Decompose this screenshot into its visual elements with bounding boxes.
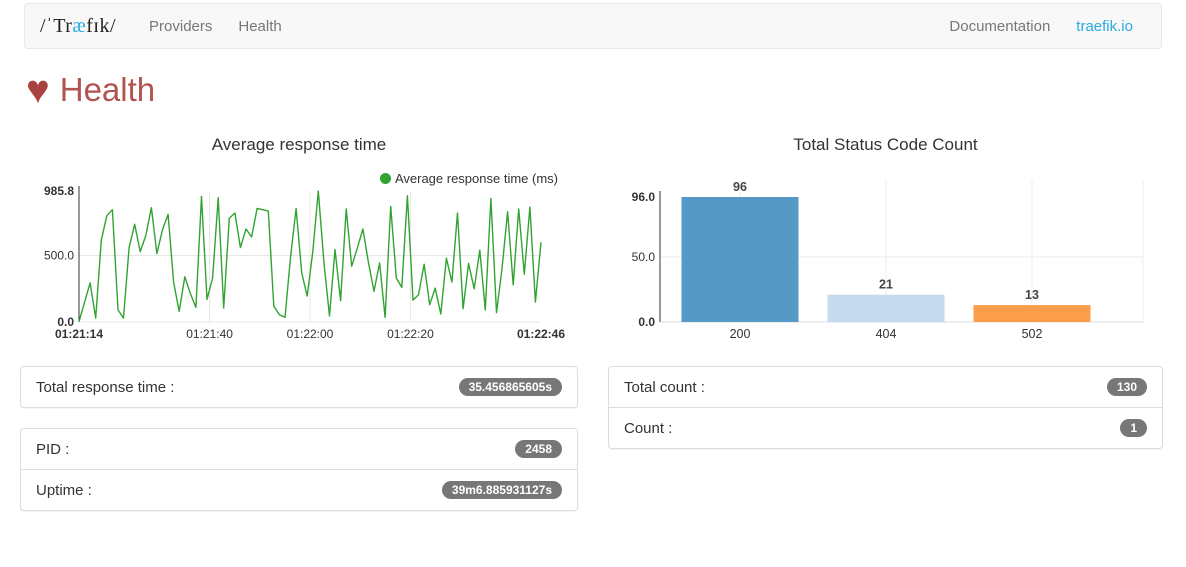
svg-text:01:22:00: 01:22:00 (287, 327, 334, 341)
svg-text:01:22:20: 01:22:20 (387, 327, 434, 341)
svg-text:96: 96 (733, 180, 747, 194)
total-response-time-badge: 35.456865605s (458, 378, 562, 396)
panel-process-info: PID : 2458 Uptime : 39m6.885931127s (20, 428, 578, 511)
uptime-row: Uptime : 39m6.885931127s (21, 469, 577, 510)
nav-link-documentation[interactable]: Documentation (949, 17, 1051, 35)
line-chart-svg: 0.0 500.0 985.8 01:21:14 01:21:40 01:22:00 01:… (44, 184, 565, 341)
page-title: Health (59, 71, 156, 108)
svg-text:500.0: 500.0 (44, 249, 74, 263)
uptime-label: Uptime : (36, 481, 92, 499)
panel-total-response-time: Total response time : 35.456865605s (20, 366, 578, 408)
svg-text:01:22:46: 01:22:46 (517, 327, 565, 341)
svg-text:01:21:14: 01:21:14 (55, 327, 103, 341)
count-label: Count : (624, 419, 673, 437)
navbar-right: Documentation traefik.io (936, 18, 1146, 35)
total-response-time-row: Total response time : 35.456865605s (21, 367, 577, 407)
legend-item-avg-response[interactable]: Average response time (ms) (379, 171, 558, 186)
total-count-row: Total count : 130 (609, 367, 1162, 407)
avg-response-time-chart: Average response time Average response t… (20, 130, 578, 360)
pid-row: PID : 2458 (21, 429, 577, 469)
svg-text:01:21:40: 01:21:40 (186, 327, 233, 341)
uptime-badge: 39m6.885931127s (441, 481, 562, 499)
count-row: Count : 1 (609, 407, 1162, 448)
nav-link-health[interactable]: Health (238, 17, 282, 35)
chart-title-avg-response: Average response time (211, 135, 387, 154)
count-badge: 1 (1120, 419, 1147, 437)
legend-dot-icon (379, 173, 391, 184)
pid-badge: 2458 (515, 440, 562, 458)
panel-counts: Total count : 130 Count : 1 (608, 366, 1163, 449)
page-header: ♥ Health (26, 70, 155, 110)
logo-text-left: /ˈTr (40, 14, 73, 37)
navbar: /ˈTræfɪk/ Providers Health Documentation… (24, 3, 1162, 49)
traefik-logo[interactable]: /ˈTræfɪk/ (40, 15, 116, 38)
logo-text-right: fɪk/ (86, 14, 117, 37)
total-count-label: Total count : (624, 378, 705, 396)
heart-icon: ♥ (26, 68, 50, 112)
svg-text:200: 200 (730, 327, 751, 341)
nav-link-providers[interactable]: Providers (149, 17, 213, 35)
svg-text:13: 13 (1025, 288, 1039, 302)
svg-text:50.0: 50.0 (632, 250, 656, 264)
svg-text:502: 502 (1022, 327, 1043, 341)
status-code-count-chart: Total Status Code Count 0.0 50.0 96.0 96 200… (608, 130, 1163, 360)
svg-text:404: 404 (876, 327, 897, 341)
bar-chart-svg: 0.0 50.0 96.0 96 200 21 404 13 502 (632, 180, 1144, 341)
svg-text:0.0: 0.0 (57, 315, 74, 329)
svg-text:0.0: 0.0 (638, 315, 655, 329)
svg-text:96.0: 96.0 (632, 190, 656, 204)
chart-title-status-codes: Total Status Code Count (793, 135, 978, 154)
nav-link-traefik-io[interactable]: traefik.io (1076, 17, 1133, 35)
pid-label: PID : (36, 440, 70, 458)
svg-text:21: 21 (879, 278, 893, 292)
logo-text-ae: æ (72, 14, 87, 37)
total-response-time-label: Total response time : (36, 378, 175, 396)
total-count-badge: 130 (1106, 378, 1147, 396)
svg-text:985.8: 985.8 (44, 184, 74, 198)
legend-label: Average response time (ms) (394, 171, 558, 186)
